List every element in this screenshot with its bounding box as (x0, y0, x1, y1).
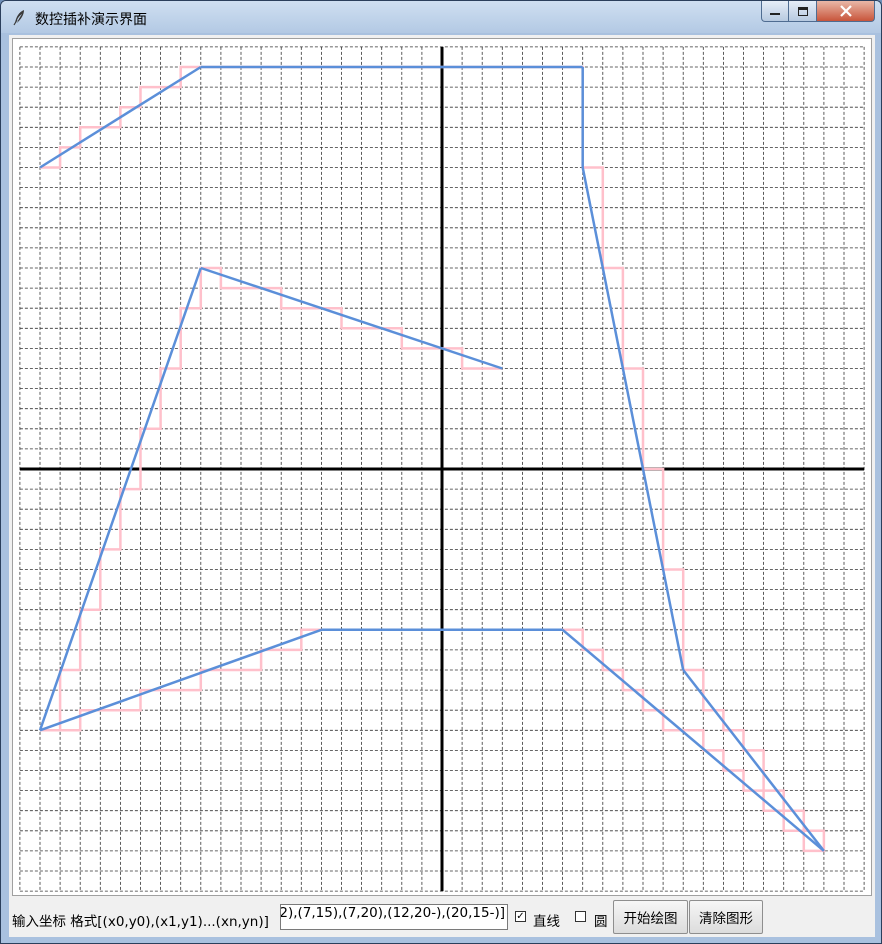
start-drawing-button[interactable]: 开始绘图 (613, 900, 688, 934)
coordinate-input[interactable]: [(-20,15),(-12,20),(7,20),(7,15),(12,-10… (280, 904, 508, 930)
interpolation-path (40, 65, 826, 853)
close-icon (839, 5, 852, 17)
line-checkbox-label: 直线 (533, 914, 560, 930)
plot-svg (19, 46, 865, 892)
ideal-path-segment (581, 167, 685, 671)
ideal-path-segment (561, 628, 825, 852)
close-button[interactable] (817, 1, 875, 22)
line-checkbox[interactable]: ✓ (515, 911, 526, 922)
maximize-icon (797, 6, 808, 16)
window-controls (761, 1, 875, 23)
client-area: 输入坐标 格式[(x0,y0),(x1,y1)...(xn,yn)] [(-20… (9, 35, 875, 937)
ideal-path-segment (682, 669, 825, 852)
minimize-icon (770, 13, 780, 15)
coordinate-input-value: [(-20,15),(-12,20),(7,20),(7,15),(12,-10… (280, 905, 505, 921)
title-bar: 数控插补演示界面 (1, 1, 881, 33)
ideal-path-segment (39, 628, 322, 732)
ideal-path-segment (39, 65, 202, 169)
maximize-button[interactable] (789, 1, 817, 22)
feather-icon (13, 10, 24, 26)
plot-series (38, 65, 826, 853)
circle-checkbox-label: 圆 (594, 914, 608, 930)
window-title: 数控插补演示界面 (35, 12, 147, 28)
ideal-path-segment (38, 267, 202, 731)
input-format-label: 输入坐标 格式[(x0,y0),(x1,y1)...(xn,yn)] (12, 914, 269, 930)
control-bar: 输入坐标 格式[(x0,y0),(x1,y1)...(xn,yn)] [(-20… (9, 899, 875, 937)
minimize-button[interactable] (761, 1, 789, 22)
drawing-canvas[interactable] (12, 38, 872, 896)
clear-drawing-button[interactable]: 清除图形 (689, 900, 763, 934)
ideal-path-segment (200, 266, 503, 370)
axes (19, 46, 865, 892)
check-icon: ✓ (516, 911, 525, 922)
circle-checkbox[interactable] (575, 911, 586, 922)
